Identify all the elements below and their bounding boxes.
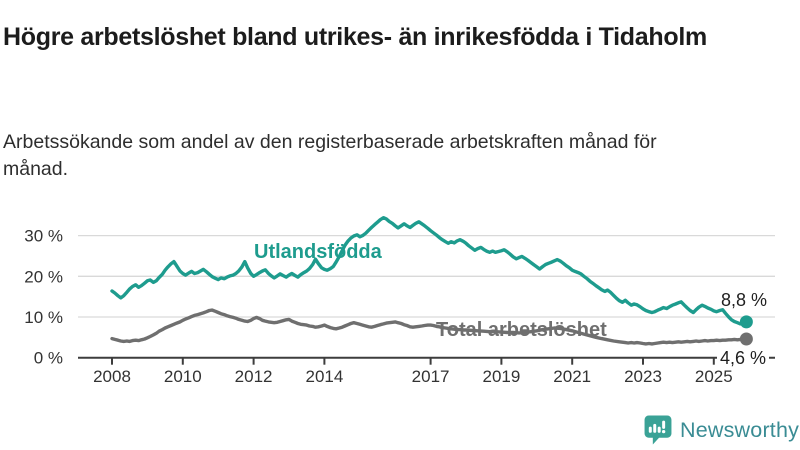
series-end-dot-total (739, 332, 753, 346)
series-line-total (110, 308, 749, 346)
x-tick-label: 2019 (482, 367, 520, 386)
x-tick-label: 2008 (93, 367, 131, 386)
series-line-utlandsfodda (110, 216, 749, 326)
x-tick-label: 2014 (305, 367, 343, 386)
series-label-utlandsfodda: Utlandsfödda (254, 241, 382, 263)
newsworthy-brand-text: Newsworthy (680, 417, 800, 442)
page-subtitle: Arbetssökande som andel av den registerb… (3, 130, 657, 180)
end-value-label-utlandsfodda: 8,8 % (720, 290, 767, 310)
page-title: Högre arbetslöshet bland utrikes- än inr… (3, 22, 707, 51)
newsworthy-logo-icon (644, 415, 672, 445)
x-tick-label: 2021 (553, 367, 591, 386)
series-label-total-arbetsloshet: Total arbetslöshet (436, 319, 607, 341)
x-tick-label: 2012 (235, 367, 273, 386)
x-tick-label: 2025 (695, 367, 733, 386)
y-tick-label: 10 % (24, 308, 63, 327)
y-tick-label: 20 % (24, 267, 63, 286)
series-end-dot-utlandsfodda (739, 315, 753, 329)
y-tick-label: 0 % (34, 349, 63, 368)
end-value-label-total: 4,6 % (716, 347, 769, 370)
x-tick-label: 2023 (624, 367, 662, 386)
y-tick-label: 30 % (24, 227, 63, 246)
x-tick-label: 2010 (164, 367, 202, 386)
newsworthy-logo: Newsworthy (644, 413, 799, 447)
x-tick-label: 2017 (412, 367, 450, 386)
